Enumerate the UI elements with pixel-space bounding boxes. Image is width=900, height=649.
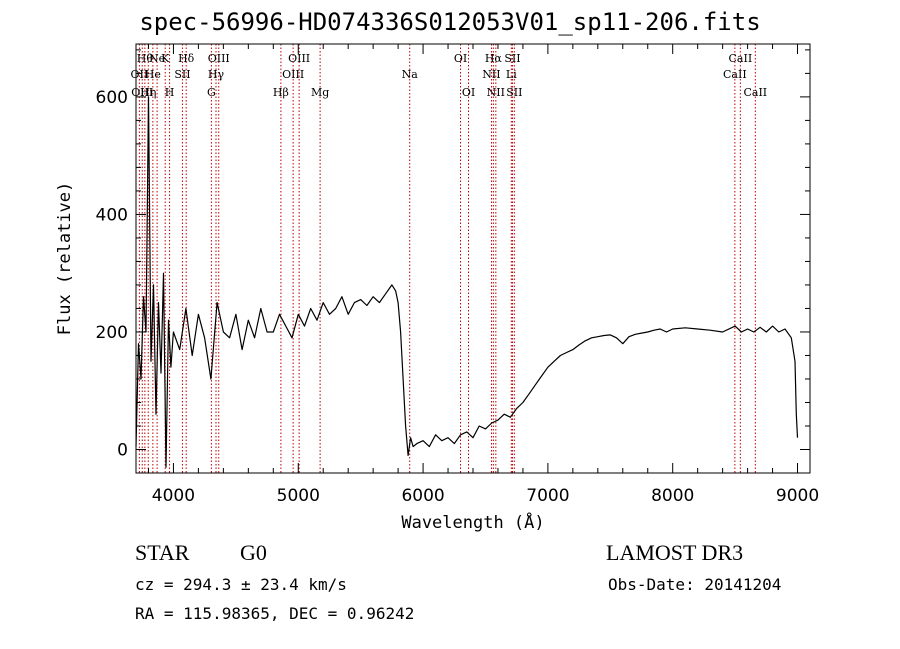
line-label: G (207, 86, 216, 99)
line-label: Hβ (273, 86, 289, 99)
y-tick-label: 600 (96, 88, 128, 108)
line-label: H (165, 86, 175, 99)
x-axis-label: Wavelength (Å) (401, 511, 544, 533)
line-label: NII (487, 86, 505, 99)
plot-frame (135, 43, 811, 474)
y-tick-label: 400 (96, 205, 128, 225)
line-label: OIII (208, 52, 230, 65)
line-label: Hα (485, 52, 503, 65)
line-label: OI (462, 86, 475, 99)
y-axis-label: Flux (relative) (55, 182, 75, 336)
line-label: CaII (723, 68, 747, 81)
chart-title: spec-56996-HD074336S012053V01_sp11-206.f… (139, 8, 761, 36)
line-label: SII (174, 68, 190, 81)
y-tick-label: 200 (96, 323, 128, 343)
line-label: OIII (282, 68, 304, 81)
x-tick-label: 6000 (401, 486, 444, 506)
line-label: Hη (140, 86, 156, 99)
object-subclass: G0 (240, 540, 267, 565)
line-label: He (145, 68, 161, 81)
line-label: OIII (131, 86, 153, 99)
line-label: Mg (311, 86, 329, 99)
x-tick-label: 5000 (277, 486, 320, 506)
redshift-cz: cz = 294.3 ± 23.4 km/s (135, 575, 347, 594)
line-label: CaII (743, 86, 767, 99)
line-labels: OII OIII Hθ Hη He NeK H SII Hδ G Hγ OIII Hβ OIII OIII M… (131, 52, 768, 99)
axis-ticks: 4000 5000 6000 7000 8000 9000 0 200 400 600 (96, 44, 819, 506)
line-label: NII (482, 68, 500, 81)
emission-line-markers (138, 44, 756, 473)
line-label: OIII (288, 52, 310, 65)
line-label: SII (506, 86, 522, 99)
coordinates: RA = 115.98365, DEC = 0.96242 (135, 604, 415, 623)
line-label: Hγ (208, 68, 225, 81)
object-class: STAR (135, 540, 190, 565)
spectrum-series (135, 96, 799, 468)
line-label: SII (504, 52, 520, 65)
x-tick-label: 7000 (526, 486, 569, 506)
line-label: Hδ (178, 52, 195, 65)
y-tick-label: 0 (117, 440, 128, 460)
spectrum-line (135, 96, 799, 468)
observation-date: Obs-Date: 20141204 (608, 575, 782, 594)
x-tick-label: 9000 (776, 486, 819, 506)
line-label: OII (131, 68, 149, 81)
line-label: Na (402, 68, 419, 81)
x-tick-label: 8000 (651, 486, 694, 506)
line-label: OI (454, 52, 467, 65)
survey-name: LAMOST DR3 (606, 540, 744, 565)
x-tick-label: 4000 (152, 486, 195, 506)
line-label: Li (506, 68, 517, 81)
line-label: Ne (149, 52, 165, 65)
line-label: Hθ (137, 52, 154, 65)
line-label: K (161, 52, 170, 65)
line-label: CaII (729, 52, 753, 65)
